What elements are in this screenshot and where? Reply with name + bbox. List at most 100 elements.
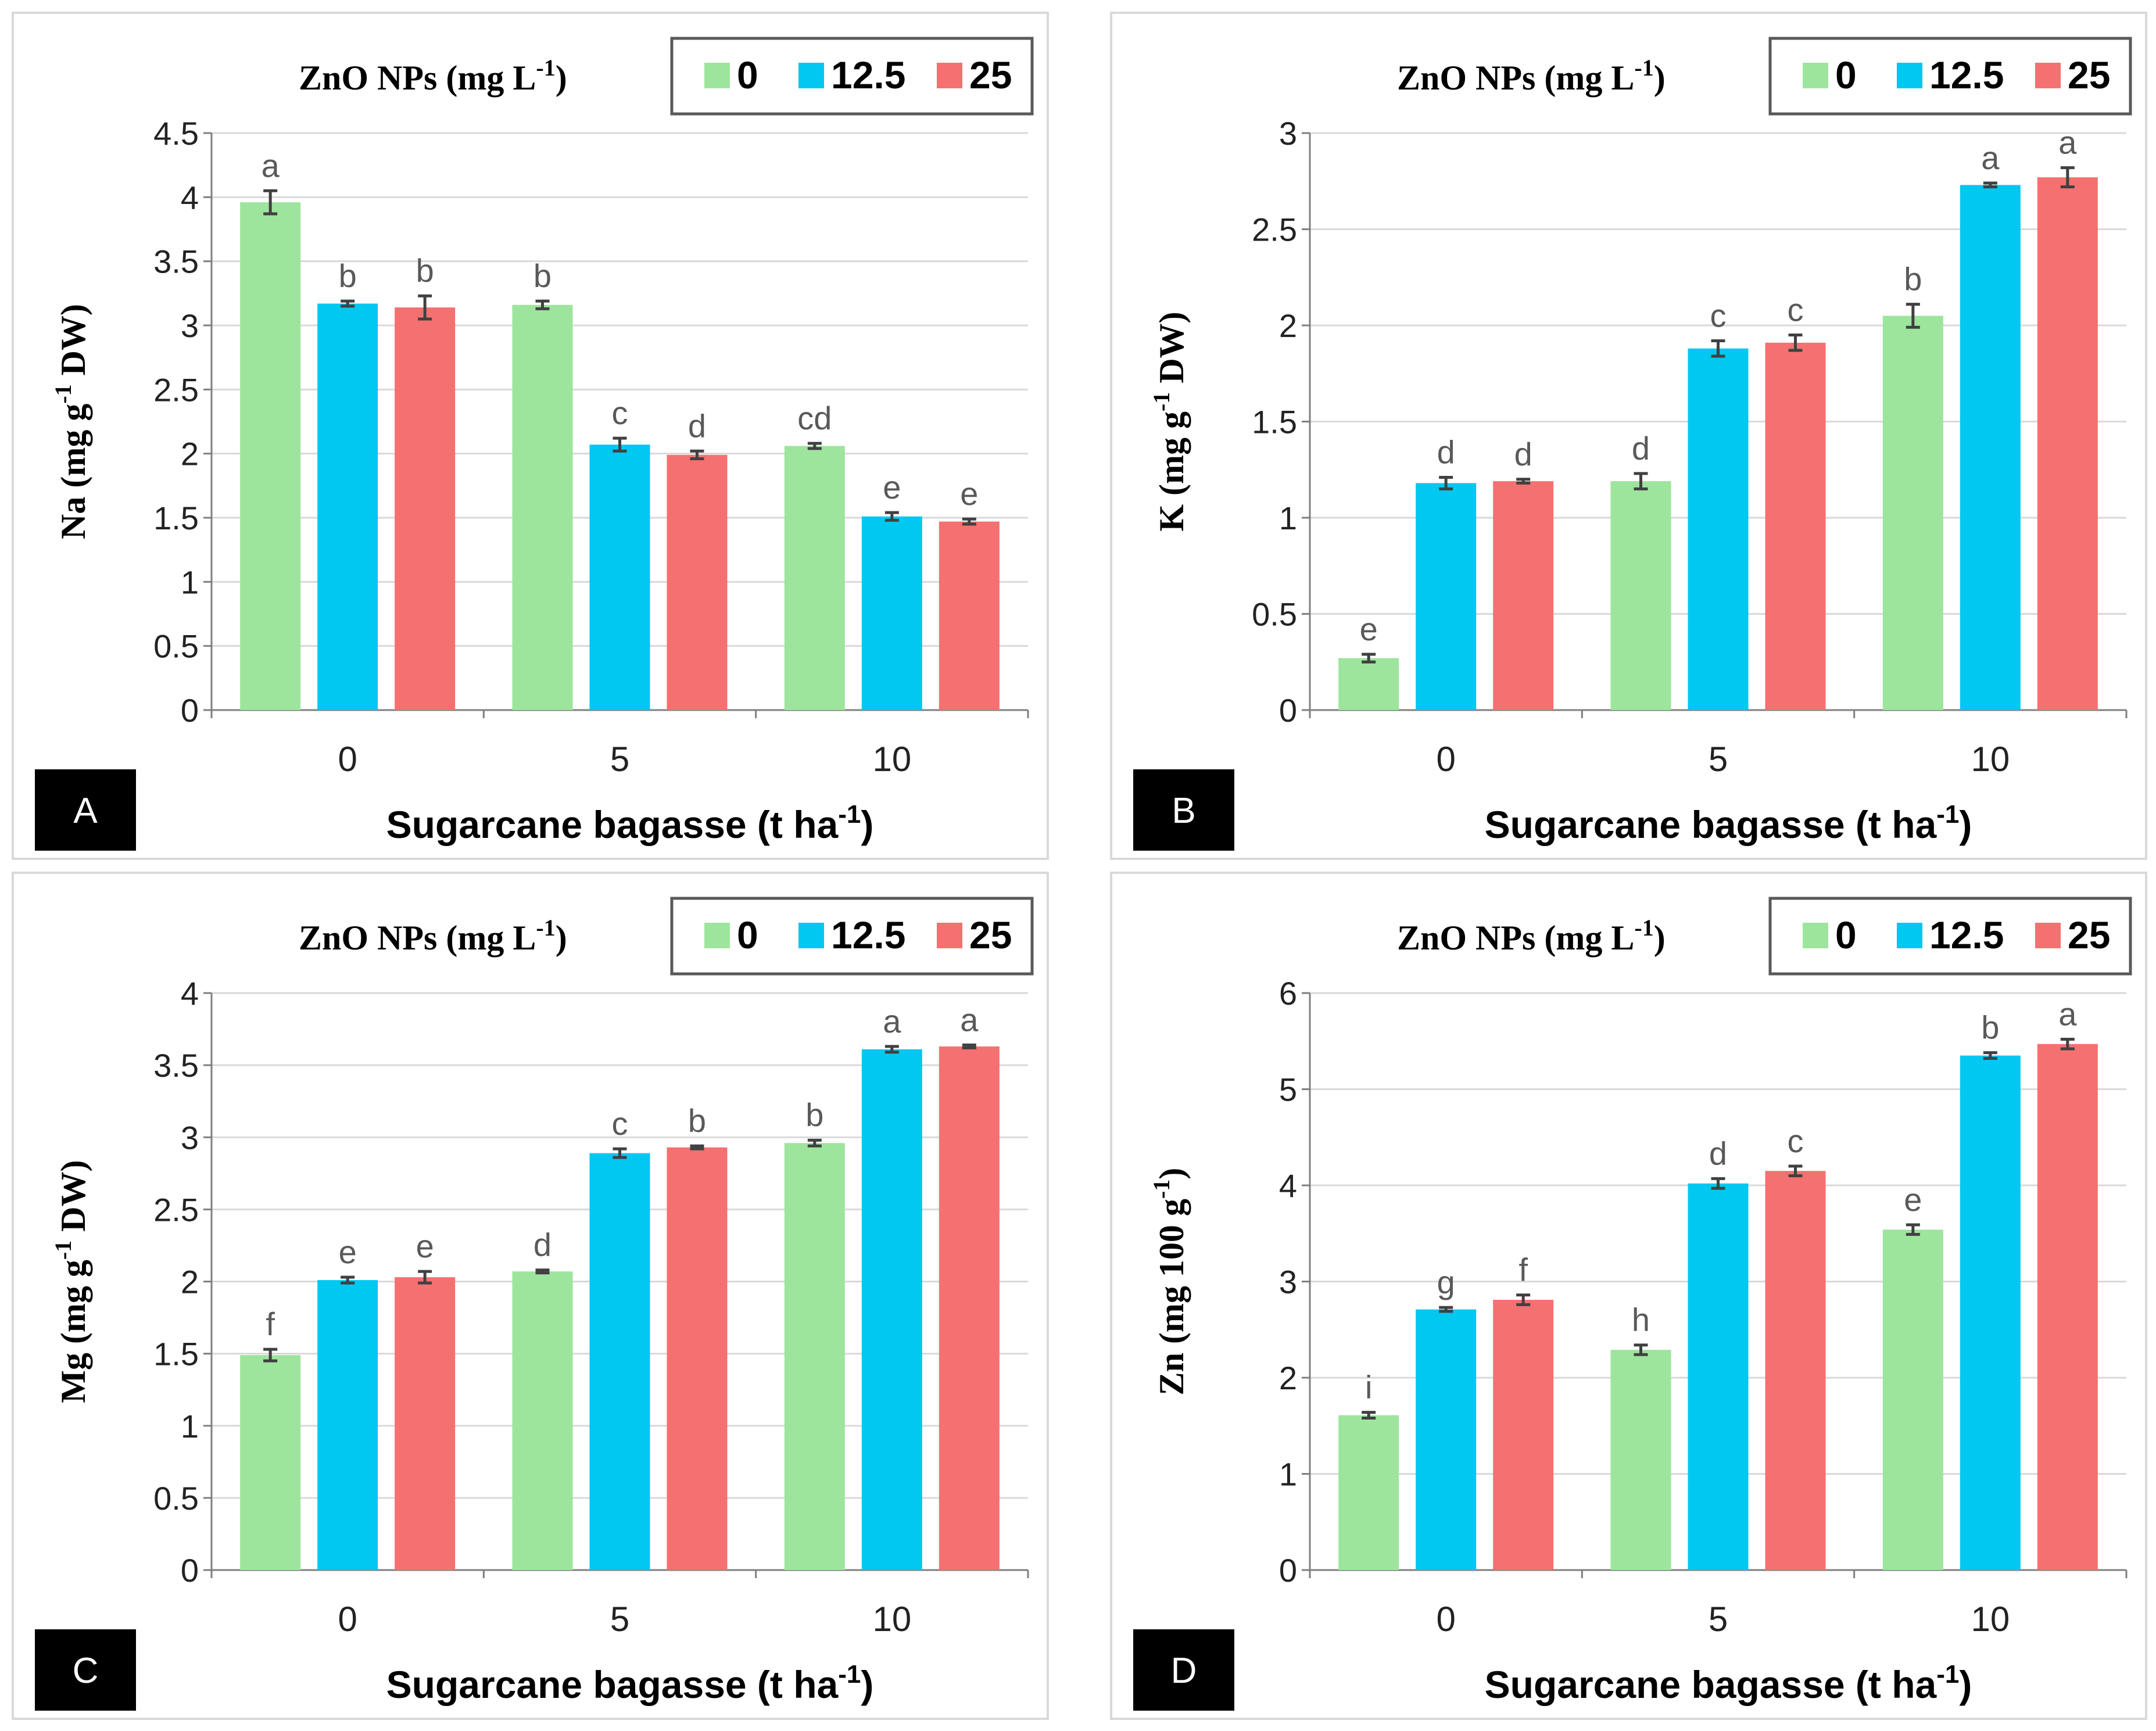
legend-entry: 0 [737, 913, 758, 956]
chart-panel-c: 0 0.5 1 1.5 2 2.5 3 3.5 4 0 5 10 f d b e c a e b a Mg (mg g-1… [12, 872, 1049, 1720]
bar [861, 1049, 922, 1570]
bar [240, 1355, 301, 1570]
error-bar [418, 294, 432, 321]
bar [1688, 1183, 1749, 1570]
bar [1416, 1309, 1477, 1570]
legend-swatch [1803, 63, 1828, 88]
significance-letter: i [1365, 1369, 1372, 1406]
y-tick-label: 1.5 [153, 1336, 199, 1372]
panel-letter: C [73, 1651, 99, 1691]
error-bar [1634, 472, 1648, 490]
y-tick-label: 0.5 [153, 1480, 199, 1517]
bar [512, 304, 573, 710]
error-bar [535, 1268, 550, 1275]
y-tick-label: 3.5 [153, 243, 199, 280]
y-tick-label: 1 [1279, 500, 1297, 536]
error-bar [613, 436, 627, 453]
significance-letter: c [1788, 292, 1804, 328]
error-bar [884, 1045, 899, 1054]
y-tick-label: 0 [181, 1552, 199, 1589]
legend-swatch [2035, 923, 2061, 948]
legend-swatch [1897, 923, 1922, 948]
significance-letter: a [883, 1003, 901, 1040]
y-tick-label: 0.5 [1252, 596, 1297, 633]
error-bar [1516, 478, 1531, 485]
y-tick-label: 2.5 [153, 1191, 199, 1228]
chart-panel-a: 0 0.5 1 1.5 2 2.5 3 3.5 4 4.5 0 5 10 a b cd b c e b d e Na (mg… [12, 12, 1049, 860]
significance-letter: b [339, 257, 357, 294]
y-tick-label: 4 [181, 975, 199, 1012]
significance-letter: e [883, 469, 901, 506]
y-tick-label: 3 [181, 307, 199, 344]
bar [1765, 342, 1826, 710]
chart-svg-c: 0 0.5 1 1.5 2 2.5 3 3.5 4 0 5 10 f d b e c a e b a Mg (mg g-1… [35, 897, 1034, 1711]
significance-letter: c [612, 1105, 628, 1142]
error-bar [1906, 1223, 1920, 1236]
legend-entry: 25 [969, 913, 1012, 956]
bar [784, 1143, 845, 1570]
y-tick-label: 4.5 [153, 115, 199, 152]
bar [317, 303, 378, 710]
error-bar [1906, 303, 1920, 329]
y-tick-label: 2 [181, 1264, 199, 1300]
y-axis-title: Mg (mg g-1 DW) [50, 1160, 92, 1403]
bar [667, 1147, 728, 1570]
legend-swatch [704, 63, 730, 88]
bar [395, 307, 456, 710]
y-tick-label: 2 [181, 436, 199, 472]
error-bar [1634, 1343, 1648, 1356]
error-bar [418, 1270, 432, 1285]
bar [2037, 1044, 2098, 1570]
legend-box [670, 37, 1034, 116]
y-tick-label: 5 [1279, 1071, 1297, 1108]
x-axis-title: Sugarcane bagasse (t ha-1) [1485, 800, 1972, 846]
bar [2037, 177, 2098, 710]
error-bar [690, 449, 704, 460]
error-bar [962, 1043, 976, 1049]
y-axis-title: Na (mg g-1 DW) [50, 304, 92, 539]
error-bar [1711, 339, 1725, 358]
significance-letter: a [1981, 139, 2000, 176]
legend-swatch [798, 63, 824, 88]
bar [589, 1153, 650, 1570]
bar [240, 202, 301, 710]
legend-title: ZnO NPs (mg L-1) [299, 55, 567, 97]
bar [1688, 348, 1749, 710]
significance-letter: d [1709, 1135, 1727, 1171]
bar [1960, 1055, 2021, 1570]
significance-letter: d [533, 1227, 551, 1263]
bar [512, 1271, 573, 1570]
significance-letter: c [612, 395, 628, 431]
legend-swatch [937, 923, 962, 948]
error-bar [1983, 181, 1997, 189]
error-bar [962, 517, 976, 526]
significance-letter: b [688, 1102, 706, 1139]
error-bar [341, 1275, 355, 1285]
x-tick-label: 10 [1971, 740, 2010, 779]
legend-swatch [798, 923, 824, 948]
significance-letter: b [416, 252, 434, 289]
error-bar [807, 442, 822, 450]
error-bar [341, 299, 355, 308]
bar [1493, 481, 1554, 710]
bar [1882, 316, 1943, 710]
y-tick-label: 0.5 [153, 628, 199, 665]
significance-letter: e [1904, 1181, 1922, 1218]
x-tick-label: 5 [1709, 740, 1728, 779]
significance-letter: e [339, 1234, 357, 1270]
bar [395, 1277, 456, 1570]
error-bar [807, 1138, 822, 1148]
error-bar [1362, 1411, 1376, 1420]
panel-letter-badge [35, 769, 136, 851]
y-tick-label: 1 [1279, 1456, 1297, 1493]
y-tick-label: 0 [1279, 1552, 1297, 1589]
bar [1338, 1415, 1399, 1570]
error-bar [263, 189, 278, 216]
y-tick-label: 6 [1279, 975, 1297, 1012]
legend-entry: 25 [2068, 913, 2110, 956]
bar [1610, 481, 1671, 710]
legend-swatch [704, 923, 730, 948]
error-bar [1983, 1051, 1997, 1060]
bar [1610, 1350, 1671, 1570]
significance-letter: b [805, 1096, 823, 1133]
